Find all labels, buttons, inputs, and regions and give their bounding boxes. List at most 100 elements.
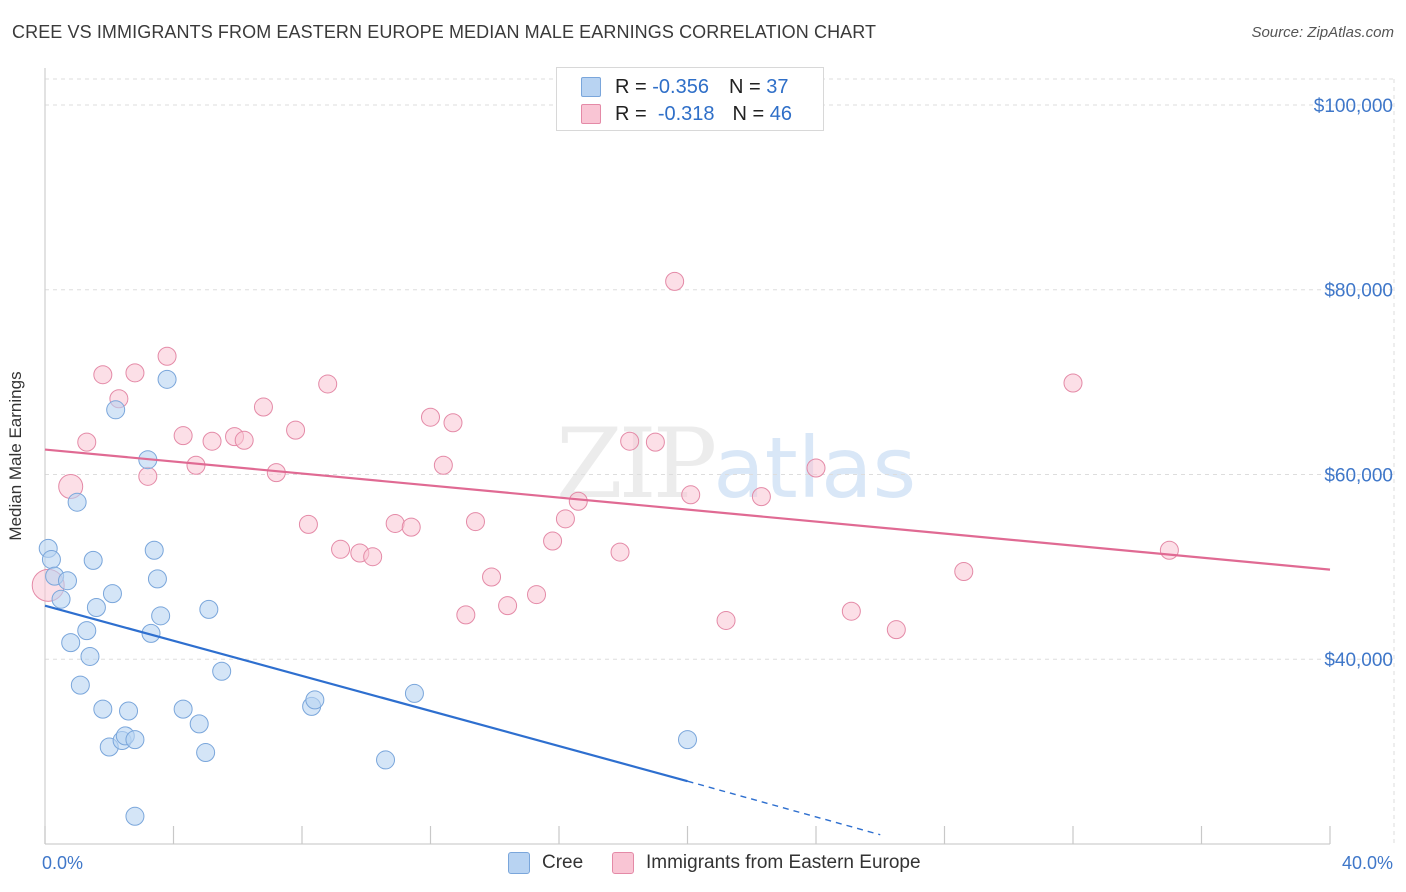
point-immigrants bbox=[125, 363, 145, 383]
point-immigrants bbox=[401, 517, 421, 537]
point-immigrants bbox=[954, 561, 974, 581]
point-immigrants bbox=[527, 585, 547, 605]
point-cree bbox=[173, 699, 193, 719]
correlation-legend: R = -0.356 N = 37 R = -0.318 N = 46 bbox=[556, 67, 824, 131]
series-legend-label-cree: Cree bbox=[542, 852, 584, 873]
chart-title: CREE VS IMMIGRANTS FROM EASTERN EUROPE M… bbox=[12, 22, 877, 42]
point-cree bbox=[144, 540, 164, 560]
point-immigrants bbox=[93, 365, 113, 385]
point-cree bbox=[93, 699, 113, 719]
point-immigrants bbox=[465, 512, 485, 532]
y-tick-label: $100,000 bbox=[1314, 96, 1393, 117]
point-cree bbox=[147, 569, 167, 589]
point-immigrants bbox=[886, 620, 906, 640]
point-cree bbox=[106, 400, 126, 420]
point-cree bbox=[678, 730, 697, 750]
point-immigrants bbox=[421, 407, 440, 427]
point-cree bbox=[376, 750, 396, 770]
point-cree bbox=[125, 730, 145, 750]
point-cree bbox=[102, 584, 122, 604]
point-immigrants bbox=[456, 605, 476, 625]
point-immigrants bbox=[543, 531, 563, 551]
point-cree bbox=[125, 806, 145, 826]
point-cree bbox=[41, 549, 61, 569]
legend-row-immigrants: R = -0.318 N = 46 bbox=[581, 102, 792, 126]
series-legend-swatch-cree bbox=[508, 852, 530, 874]
point-immigrants bbox=[751, 487, 771, 507]
trend-line-cree-extension bbox=[687, 780, 881, 836]
legend-r-label: R = bbox=[615, 75, 647, 98]
source-label: Source: ZipAtlas.com bbox=[1251, 24, 1394, 41]
point-cree bbox=[83, 550, 103, 570]
point-immigrants bbox=[138, 466, 158, 486]
point-immigrants bbox=[1063, 373, 1083, 393]
legend-swatch-immigrants bbox=[581, 104, 601, 124]
point-immigrants bbox=[234, 430, 254, 450]
x-tick-label: 40.0% bbox=[1342, 853, 1393, 873]
point-immigrants bbox=[498, 596, 518, 616]
point-cree bbox=[305, 690, 325, 710]
legend-row-cree: R = -0.356 N = 37 bbox=[581, 75, 788, 99]
point-immigrants bbox=[331, 539, 351, 559]
point-immigrants bbox=[620, 431, 640, 451]
point-immigrants bbox=[298, 514, 318, 534]
tick-labels: $40,000 $60,000 $80,000 $100,000 0.0% 40.0% bbox=[42, 96, 1393, 873]
point-immigrants bbox=[202, 431, 222, 451]
y-tick-label: $80,000 bbox=[1324, 281, 1393, 302]
series-immigrants-points bbox=[31, 271, 1179, 640]
point-cree bbox=[141, 623, 161, 643]
point-cree bbox=[67, 492, 87, 512]
point-immigrants bbox=[318, 374, 338, 394]
series-legend-immigrants[interactable]: Immigrants from Eastern Europe bbox=[612, 852, 921, 874]
point-immigrants bbox=[253, 397, 273, 417]
point-cree bbox=[51, 589, 71, 609]
point-cree bbox=[57, 571, 77, 591]
point-immigrants bbox=[363, 547, 383, 567]
point-immigrants bbox=[806, 458, 826, 478]
point-cree bbox=[196, 743, 216, 763]
point-immigrants bbox=[77, 432, 97, 452]
trend-lines bbox=[44, 448, 1331, 836]
series-legend-label-immigrants: Immigrants from Eastern Europe bbox=[646, 852, 921, 873]
legend-n-label: N = bbox=[728, 75, 761, 98]
series-legend-cree[interactable]: Cree bbox=[508, 852, 583, 874]
point-cree bbox=[61, 633, 81, 653]
point-cree bbox=[199, 599, 219, 619]
point-cree bbox=[80, 646, 100, 666]
point-cree bbox=[157, 369, 177, 389]
point-immigrants bbox=[716, 610, 736, 630]
series-cree-points bbox=[38, 369, 697, 826]
point-immigrants bbox=[610, 542, 630, 562]
point-immigrants bbox=[433, 455, 453, 475]
point-immigrants bbox=[286, 420, 306, 440]
point-cree bbox=[77, 621, 97, 641]
x-tick-label: 0.0% bbox=[42, 853, 83, 873]
trend-line-immigrants bbox=[44, 448, 1331, 571]
point-cree bbox=[189, 714, 209, 734]
legend-r-value-cree: -0.356 bbox=[652, 75, 709, 98]
legend-n-value-cree: 37 bbox=[766, 75, 789, 98]
point-immigrants bbox=[665, 271, 685, 291]
series-legend-swatch-immigrants bbox=[612, 852, 634, 874]
series-legend: Cree Immigrants from Eastern Europe bbox=[0, 852, 1406, 878]
point-cree bbox=[119, 701, 139, 721]
point-immigrants bbox=[645, 432, 665, 452]
point-immigrants bbox=[568, 491, 588, 511]
legend-n-value-immigrants: 46 bbox=[769, 102, 793, 125]
axes bbox=[44, 68, 1331, 845]
legend-r-value-immigrants: -0.318 bbox=[657, 102, 715, 125]
y-tick-label: $40,000 bbox=[1324, 650, 1393, 671]
point-immigrants bbox=[173, 426, 193, 446]
legend-r-label: R = bbox=[615, 102, 647, 125]
point-immigrants bbox=[1159, 540, 1179, 560]
legend-swatch-cree bbox=[581, 77, 601, 97]
point-immigrants bbox=[385, 513, 405, 533]
point-immigrants bbox=[555, 509, 575, 529]
y-tick-label: $60,000 bbox=[1324, 465, 1393, 486]
point-cree bbox=[86, 598, 106, 618]
legend-n-label: N = bbox=[732, 102, 765, 125]
point-immigrants bbox=[157, 346, 177, 366]
point-cree bbox=[404, 683, 424, 703]
point-cree bbox=[70, 675, 90, 695]
